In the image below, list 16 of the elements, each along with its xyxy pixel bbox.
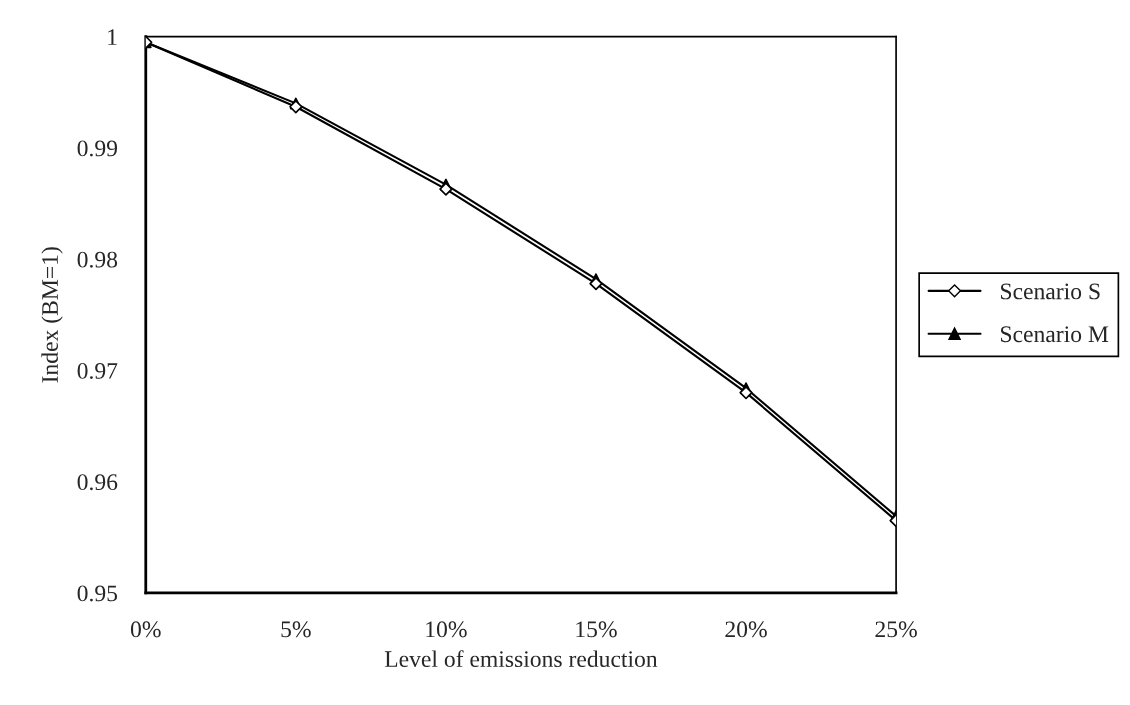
x-tick-label: 15% xyxy=(576,621,617,638)
legend-label: Scenario S xyxy=(1001,283,1100,300)
y-tick-label: 0.96 xyxy=(77,474,118,491)
y-tick-label: 0.99 xyxy=(77,140,118,157)
y-tick-label: 0.95 xyxy=(77,585,118,602)
x-tick-label: 0% xyxy=(130,621,161,638)
x-tick-label: 10% xyxy=(426,621,467,638)
y-tick-label: 0.97 xyxy=(77,362,118,379)
x-tick-label: 20% xyxy=(725,621,767,638)
y-tick-label: 1 xyxy=(108,29,117,45)
legend-label: Scenario M xyxy=(1001,326,1109,343)
x-tick-label: 25% xyxy=(875,621,917,638)
x-tick-label: 5% xyxy=(281,621,311,638)
x-axis-title: Level of emissions reduction xyxy=(384,650,658,668)
y-axis-title: Index (BM=1) xyxy=(41,247,63,383)
y-tick-label: 0.98 xyxy=(77,251,118,268)
